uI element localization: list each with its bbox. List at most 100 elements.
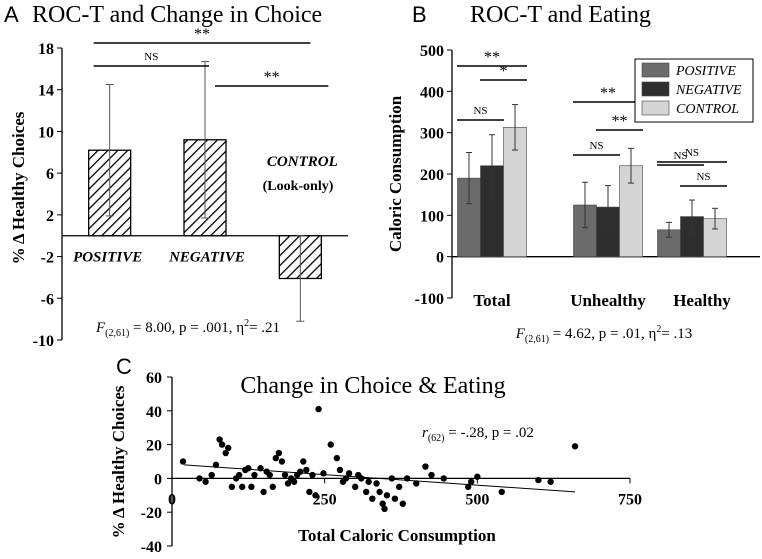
panel-b-category-label: Unhealthy — [570, 291, 646, 310]
panel-c-point — [399, 500, 407, 507]
panel-b-stat-sup: 2 — [656, 324, 661, 335]
panel-c-point — [260, 488, 267, 496]
panel-c: C Change in Choice & Eating % Δ Healthy … — [109, 354, 642, 556]
panel-c-point — [422, 463, 429, 470]
panel-c-stat-text: = -.28, p = .02 — [445, 425, 534, 441]
panel-b-legend-swatch-positive — [641, 62, 670, 78]
panel-c-point — [362, 488, 370, 496]
panel-a-stat-prefix: F — [95, 320, 106, 336]
panel-b-legend-swatch-control — [641, 100, 670, 116]
panel-c-point — [365, 478, 372, 485]
panel-c-point — [257, 465, 264, 472]
panel-a-comparison-label: ** — [264, 69, 280, 86]
panel-c-point — [373, 480, 380, 487]
panel-b-comparison-label: NS — [696, 171, 710, 183]
panel-a-stat-text: = 8.00, p = .001, η — [129, 320, 244, 336]
panel-b-stat-text: = 4.62, p = .01, η — [549, 326, 656, 342]
panel-c-ytick-label: 0 — [154, 471, 162, 488]
panel-b-ytick-label: 0 — [436, 250, 444, 267]
panel-a-ytick-label: 10 — [38, 124, 54, 141]
panel-b-letter: B — [412, 2, 427, 27]
panel-b-stat-tail: = .13 — [661, 326, 692, 342]
panel-a-stat: F(2,61) = 8.00, p = .001, η2= .21 — [95, 318, 280, 339]
panel-c-point — [383, 492, 391, 499]
panel-c-point — [239, 483, 246, 491]
panel-a-ytick-label: 18 — [38, 41, 54, 58]
panel-b-comparison-label: NS — [673, 150, 687, 162]
panel-a-yticks: 18 14 10 6 2 -2 -6 -10 — [33, 41, 62, 350]
panel-a-ytick-label: 2 — [46, 208, 54, 225]
panel-c-point — [391, 495, 399, 502]
panel-b-yticks: 500 400 300 200 100 0 -100 — [415, 43, 452, 308]
panel-a-comparison-label: NS — [144, 51, 158, 63]
panel-b-comparison-label: ** — [484, 49, 500, 66]
panel-c-point — [278, 458, 286, 465]
panel-b-stat: F(2,61) = 4.62, p = .01, η2= .13 — [515, 324, 693, 345]
panel-a-ytick-label: -6 — [41, 291, 54, 308]
panel-c-point — [309, 471, 316, 479]
panel-c-ytick-label: -20 — [141, 505, 162, 522]
panel-b-legend-label: POSITIVE — [675, 64, 736, 79]
panel-b-legend: POSITIVE NEGATIVE CONTROL — [634, 58, 754, 123]
panel-c-xtick-label: 500 — [465, 491, 489, 508]
panel-c-stat: r(62) = -.28, p = .02 — [422, 425, 534, 444]
panel-c-point — [266, 471, 273, 479]
panel-c-point — [251, 471, 258, 479]
panel-b-ytick-label: 500 — [420, 43, 444, 60]
panel-b-category-label: Total — [473, 291, 510, 310]
panel-a: A ROC-T and Change in Choice % Δ Healthy… — [4, 2, 348, 350]
panel-c-point — [320, 470, 327, 477]
panel-b-ytick-label: 100 — [420, 208, 444, 225]
panel-c-point — [345, 470, 353, 477]
panel-c-point — [571, 443, 579, 450]
panel-b-legend-label: CONTROL — [676, 102, 739, 117]
panel-c-point — [275, 449, 283, 457]
panel-a-letter: A — [4, 2, 19, 27]
panel-c-xtick-label: 750 — [618, 491, 642, 508]
panel-c-point — [218, 441, 226, 448]
panel-c-point — [381, 505, 388, 513]
panel-b-category-labels: Total Unhealthy Healthy — [473, 291, 731, 310]
panel-a-category-labels: POSITIVE NEGATIVE CONTROL — [73, 154, 338, 266]
panel-b: B ROC-T and Eating Caloric Consumption 5… — [386, 2, 760, 345]
panel-c-point — [547, 478, 554, 485]
panel-c-ytick-label: 40 — [146, 404, 162, 421]
panel-c-ylabel: % Δ Healthy Choices — [109, 385, 128, 538]
panel-a-title: ROC-T and Change in Choice — [32, 2, 322, 28]
panel-a-stat-sub: (2,61) — [105, 328, 129, 339]
panel-a-ytick-label: -10 — [33, 333, 54, 350]
panel-c-point — [395, 483, 403, 491]
panel-c-point — [474, 473, 481, 480]
panel-a-category-label: NEGATIVE — [168, 250, 245, 266]
panel-c-point — [468, 478, 475, 485]
panel-b-category-label: Healthy — [673, 291, 731, 310]
panel-c-point — [284, 480, 292, 487]
panel-c-xtick-label: 0 — [168, 491, 176, 508]
panel-c-ytick-label: 20 — [146, 438, 162, 455]
panel-a-ytick-label: 6 — [46, 166, 54, 183]
panel-a-comparisons: NS ** ** — [93, 26, 329, 87]
panel-c-point — [413, 480, 420, 487]
panel-b-stat-prefix: F — [515, 326, 526, 342]
panel-b-legend-swatch-negative — [641, 81, 670, 97]
panel-b-stat-sub: (2,61) — [525, 334, 549, 345]
panel-b-ytick-label: 300 — [420, 126, 444, 143]
panel-c-point — [312, 492, 319, 499]
panel-c-point — [440, 475, 447, 482]
panel-c-point — [179, 458, 187, 465]
panel-c-point — [224, 444, 232, 452]
panel-c-title: Change in Choice & Eating — [240, 373, 505, 399]
panel-c-point — [228, 483, 236, 491]
panel-c-point — [464, 483, 472, 491]
panel-c-point — [498, 488, 505, 496]
panel-b-comparison-label: NS — [685, 147, 699, 159]
panel-a-category-label: CONTROL — [267, 154, 338, 170]
panel-b-ytick-label: 200 — [420, 167, 444, 184]
panel-c-point — [208, 471, 215, 479]
panel-c-point — [369, 495, 376, 502]
panel-c-point — [235, 471, 243, 479]
panel-b-bars — [457, 104, 727, 257]
panel-c-point — [290, 478, 298, 485]
panel-c-point — [379, 500, 386, 507]
